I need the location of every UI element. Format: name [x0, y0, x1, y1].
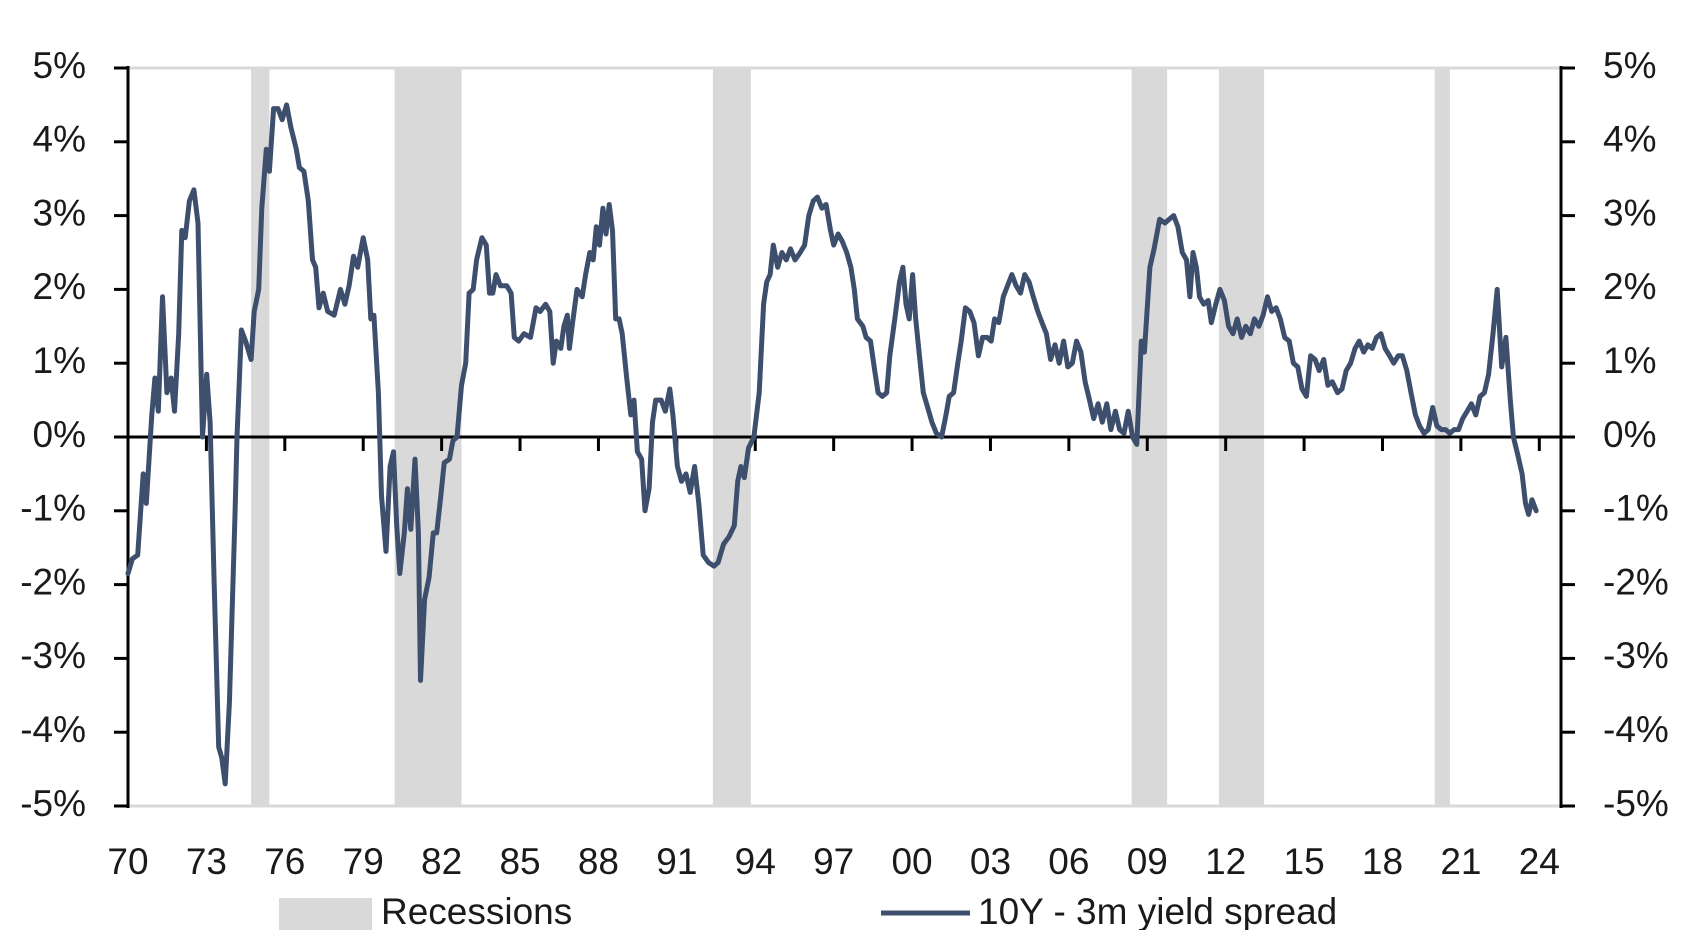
- y-tick-label: -3%: [20, 635, 86, 676]
- spread-line: [125, 102, 1539, 787]
- y2-tick-label: -2%: [1603, 561, 1669, 602]
- x-tick-label: 06: [1048, 841, 1089, 882]
- y2-tick-label: 5%: [1603, 45, 1656, 86]
- x-tick-label: 70: [107, 841, 148, 882]
- x-tick-label: 88: [578, 841, 619, 882]
- y-tick-label: -1%: [20, 488, 86, 529]
- y2-tick-label: 3%: [1603, 192, 1656, 233]
- x-tick-label: 82: [421, 841, 462, 882]
- x-tick-label: 24: [1519, 841, 1560, 882]
- x-tick-label: 85: [499, 841, 540, 882]
- y-tick-label: 4%: [33, 119, 86, 160]
- y-tick-label: 2%: [33, 266, 86, 307]
- x-tick-label: 97: [813, 841, 854, 882]
- x-tick-label: 15: [1284, 841, 1325, 882]
- x-tick-label: 09: [1127, 841, 1168, 882]
- x-tick-label: 79: [343, 841, 384, 882]
- y-tick-label: 3%: [33, 192, 86, 233]
- x-tick-label: 00: [891, 841, 932, 882]
- y2-tick-label: -4%: [1603, 709, 1669, 750]
- y2-tick-label: 2%: [1603, 266, 1656, 307]
- legend-recession-swatch: [279, 898, 372, 930]
- y2-tick-label: 4%: [1603, 119, 1656, 160]
- y-tick-label: 0%: [33, 414, 86, 455]
- x-tick-label: 91: [656, 841, 697, 882]
- x-tick-label: 21: [1440, 841, 1481, 882]
- x-tick-label: 73: [186, 841, 227, 882]
- x-tick-label: 76: [264, 841, 305, 882]
- y-tick-label: 1%: [33, 340, 86, 381]
- legend-line-label: 10Y - 3m yield spread: [978, 891, 1337, 930]
- x-tick-label: 18: [1362, 841, 1403, 882]
- y2-tick-label: 0%: [1603, 414, 1656, 455]
- y-tick-label: -2%: [20, 561, 86, 602]
- x-tick-label: 12: [1205, 841, 1246, 882]
- x-tick-label: 94: [735, 841, 776, 882]
- y2-tick-label: 1%: [1603, 340, 1656, 381]
- legend-recession-label: Recessions: [381, 891, 572, 930]
- x-tick-label: 03: [970, 841, 1011, 882]
- y2-tick-label: -1%: [1603, 488, 1669, 529]
- y2-tick-label: -3%: [1603, 635, 1669, 676]
- y2-tick-label: -5%: [1603, 783, 1669, 824]
- y-tick-label: 5%: [33, 45, 86, 86]
- y-tick-label: -4%: [20, 709, 86, 750]
- y-tick-label: -5%: [20, 783, 86, 824]
